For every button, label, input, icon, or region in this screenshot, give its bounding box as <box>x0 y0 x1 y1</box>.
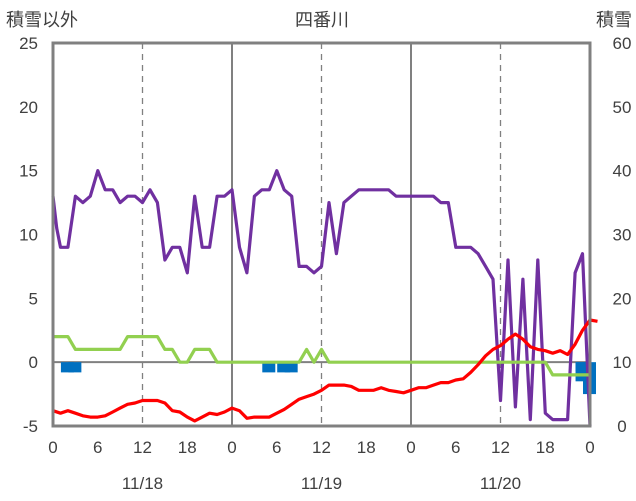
x-hour-tick: 0 <box>227 438 236 457</box>
y-left-tick: 5 <box>29 289 38 308</box>
x-date-label: 11/18 <box>122 474 163 493</box>
y-right-tick: 50 <box>613 98 632 117</box>
x-hour-tick: 6 <box>272 438 281 457</box>
y-left-tick: -5 <box>23 417 38 436</box>
blue-bar-mark <box>60 362 74 373</box>
right-axis-ticks: 60 50 40 30 20 10 0 <box>613 34 632 436</box>
plot-frame <box>51 41 592 428</box>
y-left-tick: 25 <box>19 34 38 53</box>
blue-bar-mark <box>68 362 82 373</box>
blue-bar-mark <box>277 362 291 373</box>
blue-bar-mark <box>284 362 298 373</box>
left-axis-ticks: 25 20 15 10 5 0 -5 <box>19 34 38 436</box>
y-right-tick: 60 <box>613 34 632 53</box>
x-hour-tick: 12 <box>312 438 331 457</box>
x-hour-tick: 0 <box>48 438 57 457</box>
x-hour-tick: 0 <box>585 438 594 457</box>
x-date-label: 11/19 <box>301 474 342 493</box>
x-date-ticks: 11/18 11/19 11/20 <box>122 474 521 493</box>
x-date-label: 11/20 <box>480 474 521 493</box>
y-right-tick: 30 <box>613 226 632 245</box>
y-left-tick: 20 <box>19 98 38 117</box>
green-series-line <box>53 335 590 377</box>
y-right-tick: 10 <box>613 353 632 372</box>
y-left-tick: 0 <box>29 353 38 372</box>
series-lines <box>51 169 598 427</box>
x-hour-tick: 6 <box>451 438 460 457</box>
purple-series-line <box>51 169 592 427</box>
y-left-tick: 10 <box>19 226 38 245</box>
y-right-tick: 20 <box>613 289 632 308</box>
x-hour-tick: 18 <box>178 438 197 457</box>
x-hour-tick: 12 <box>133 438 152 457</box>
x-hour-tick: 0 <box>406 438 415 457</box>
chart-title: 四番川 <box>295 10 349 31</box>
y-right-tick: 40 <box>613 162 632 181</box>
grid-lines <box>53 43 590 426</box>
y-left-label: 積雪以外 <box>6 10 78 31</box>
x-hour-ticks: 0 6 12 18 0 6 12 18 0 6 12 18 0 <box>48 438 594 457</box>
red-series-line <box>52 318 598 423</box>
blue-bar-mark <box>262 362 276 373</box>
y-left-tick: 15 <box>19 162 38 181</box>
y-right-tick: 0 <box>617 417 626 436</box>
y-right-label: 積雪 <box>596 10 632 31</box>
x-hour-tick: 12 <box>491 438 510 457</box>
x-hour-tick: 18 <box>357 438 376 457</box>
x-hour-tick: 18 <box>536 438 555 457</box>
x-hour-tick: 6 <box>93 438 102 457</box>
